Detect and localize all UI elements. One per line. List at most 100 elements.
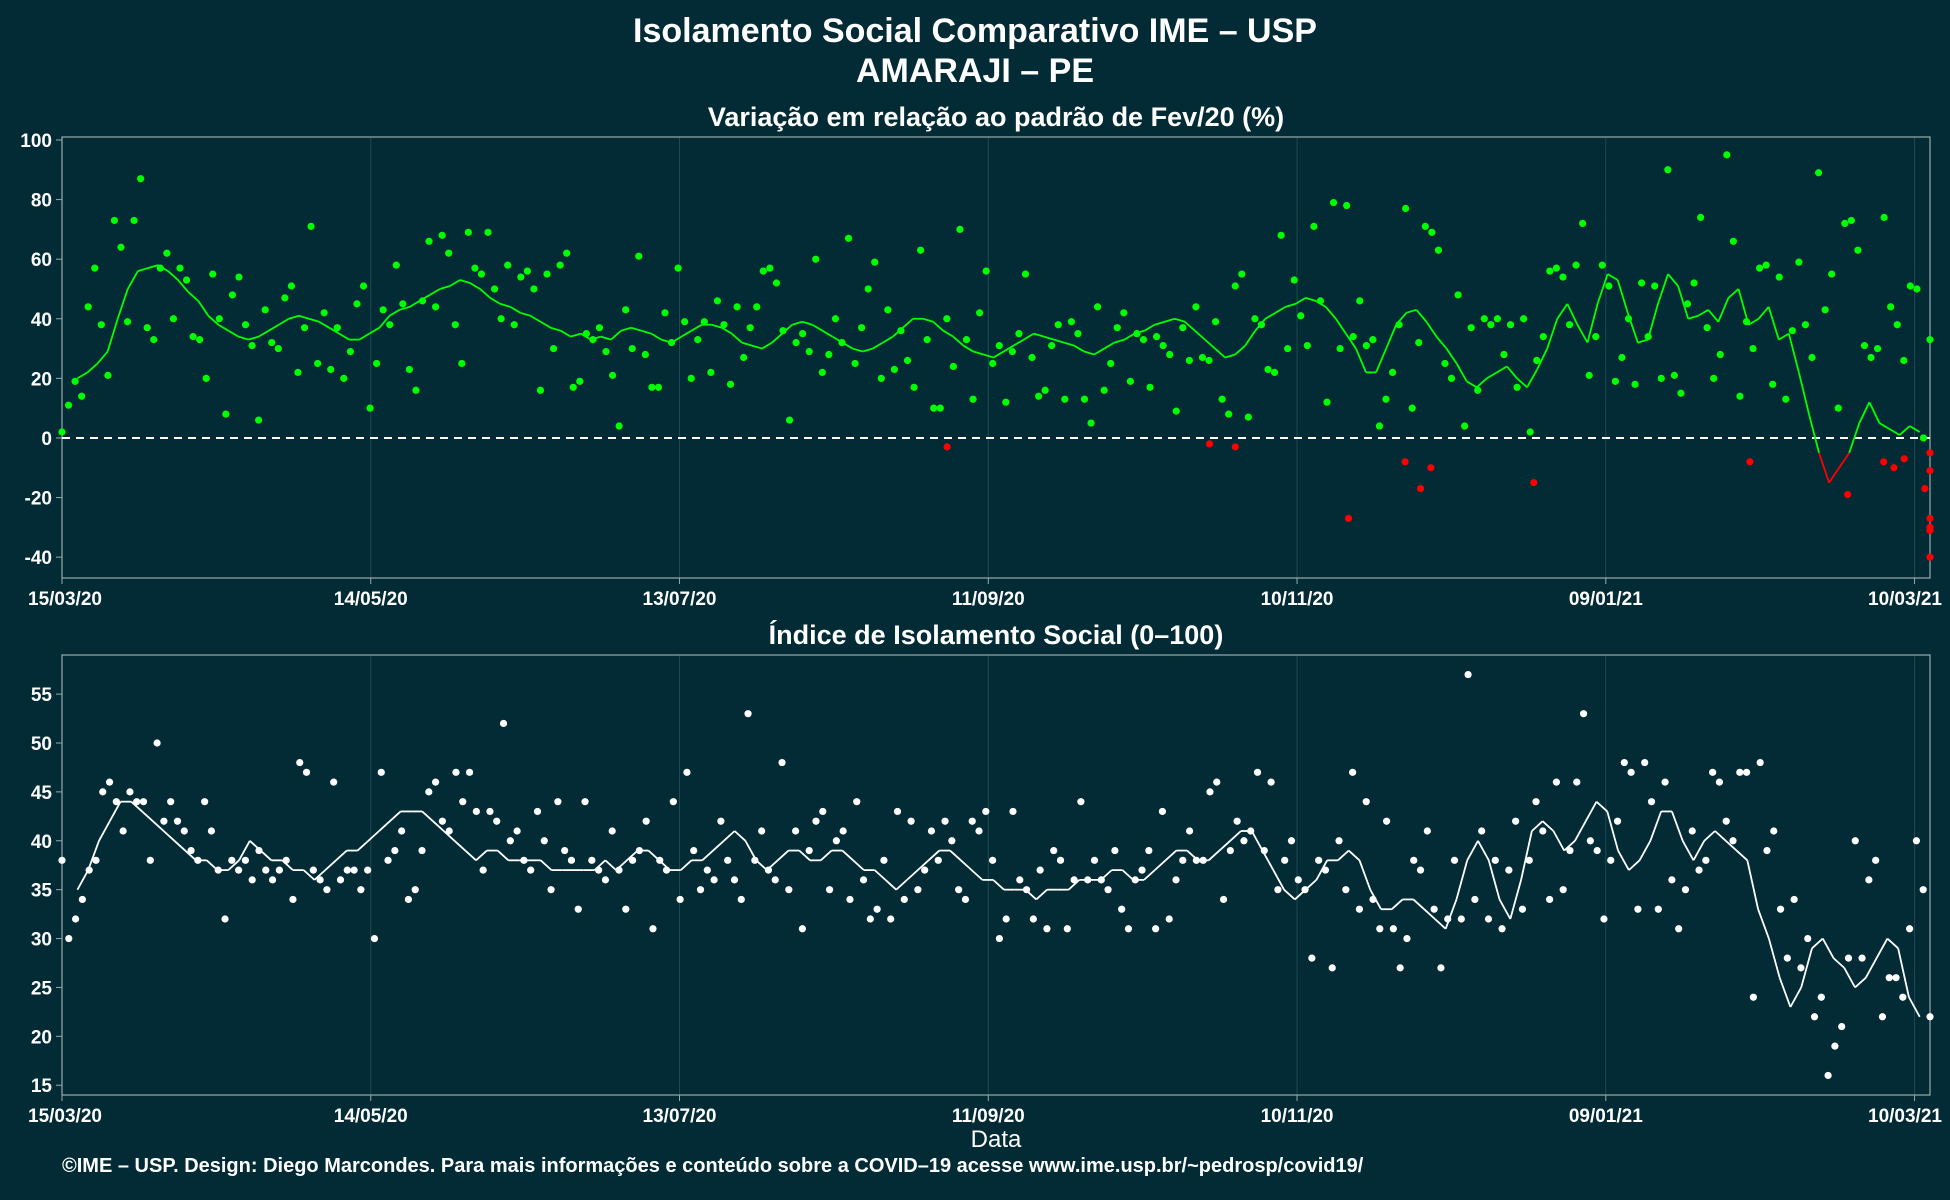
data-point [432, 303, 440, 311]
data-point [1878, 1013, 1887, 1021]
moving-average-segment [1114, 338, 1125, 344]
moving-average-segment [971, 869, 984, 881]
data-point [649, 925, 657, 933]
moving-average-segment [1455, 860, 1469, 900]
data-point [1388, 368, 1397, 376]
data-point [484, 228, 492, 236]
data-point [1410, 856, 1418, 864]
x-tick-label: 09/01/21 [1569, 589, 1643, 610]
data-point [117, 243, 125, 251]
data-point [1638, 279, 1646, 287]
data-point [792, 339, 800, 347]
moving-average-segment [1596, 273, 1609, 305]
data-point [1074, 330, 1082, 338]
data-point [1260, 846, 1268, 855]
data-point [1788, 327, 1796, 335]
data-point [1206, 788, 1214, 796]
data-point [1111, 846, 1119, 855]
moving-average-segment [1586, 303, 1599, 343]
data-point [459, 798, 467, 806]
data-point [1029, 915, 1037, 923]
data-point [785, 886, 793, 894]
data-point [1919, 886, 1927, 894]
moving-average-segment [983, 353, 994, 359]
data-point [1593, 846, 1601, 855]
moving-average-segment [1194, 330, 1206, 341]
data-point [851, 359, 859, 368]
moving-average-segment [1498, 899, 1512, 920]
data-point [173, 817, 182, 825]
data-point [1457, 915, 1465, 923]
data-point [1670, 371, 1678, 379]
moving-average-segment [1035, 889, 1048, 901]
data-point [1926, 336, 1934, 344]
data-point [379, 306, 387, 314]
data-point [391, 846, 399, 855]
data-point [1722, 817, 1730, 825]
data-point [1762, 261, 1770, 269]
moving-average-segment [1506, 365, 1518, 379]
moving-average-segment [1649, 811, 1662, 842]
data-point [1742, 318, 1751, 326]
data-point [357, 886, 365, 894]
data-point [667, 339, 676, 347]
data-point [110, 216, 119, 225]
moving-average-segment [1707, 309, 1720, 323]
data-point [1124, 925, 1133, 933]
data-point [1233, 817, 1241, 825]
data-point [1736, 768, 1744, 776]
data-point [890, 365, 899, 374]
data-point [1281, 856, 1289, 864]
data-point [1342, 886, 1350, 894]
moving-average-segment [711, 323, 722, 329]
moving-average-segment [777, 849, 790, 861]
data-point [221, 915, 229, 923]
data-point [1185, 827, 1194, 835]
data-point [669, 798, 677, 806]
data-point [126, 788, 134, 796]
data-point [194, 856, 202, 864]
data-point [1120, 309, 1128, 317]
moving-average-segment [529, 315, 541, 323]
moving-average-segment [872, 341, 884, 350]
moving-average-segment [1748, 317, 1760, 326]
negative-data-point [1926, 514, 1934, 523]
data-point [1165, 915, 1173, 923]
data-point [412, 386, 420, 394]
moving-average-segment [1415, 309, 1428, 323]
data-point [196, 336, 204, 344]
data-point [1376, 925, 1384, 933]
data-point [1775, 273, 1783, 281]
data-point [235, 866, 243, 874]
moving-average-segment [479, 288, 491, 299]
moving-average-segment [1671, 811, 1684, 842]
moving-average-segment [821, 329, 833, 338]
moving-average-segment [1445, 348, 1458, 364]
data-point [1926, 1013, 1934, 1021]
data-point [730, 876, 739, 884]
data-point [1050, 846, 1058, 855]
data-point [228, 856, 236, 864]
data-point [554, 798, 562, 806]
moving-average-segment [1083, 350, 1095, 356]
data-point [1592, 333, 1600, 341]
moving-average-segment [771, 332, 783, 344]
data-point [1770, 827, 1778, 835]
data-point [320, 309, 328, 317]
data-point [1218, 395, 1226, 403]
data-point [1688, 827, 1696, 835]
data-point [903, 356, 912, 365]
moving-average-segment [1566, 303, 1579, 326]
y-tick-label: -40 [25, 548, 52, 569]
data-point [281, 294, 289, 302]
data-point [384, 856, 392, 864]
moving-average-segment [432, 820, 445, 832]
data-point [989, 856, 997, 864]
moving-average-segment [1628, 859, 1641, 871]
data-point [1097, 876, 1105, 884]
x-tick-label: 11/09/20 [952, 1106, 1025, 1127]
data-point [1586, 837, 1594, 845]
moving-average-segment [906, 869, 919, 881]
data-point [497, 315, 505, 323]
